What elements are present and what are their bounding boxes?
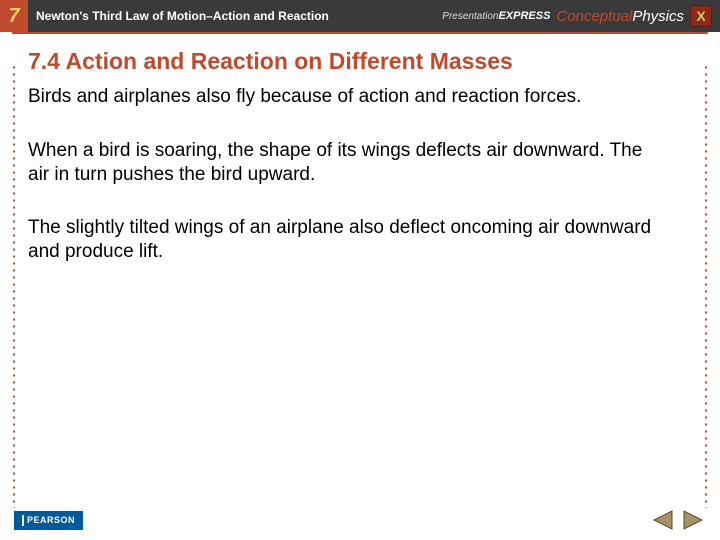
footer-bar: PEARSON [0,500,720,540]
section-title: 7.4 Action and Reaction on Different Mas… [28,48,700,75]
brand-conceptual-physics: ConceptualPhysics [556,8,684,25]
top-bar: 7 Newton's Third Law of Motion–Action an… [0,0,720,32]
dotted-border-right [704,64,708,508]
prev-button[interactable] [650,509,676,531]
chapter-number-badge: 7 [0,0,28,32]
nav-buttons [650,509,706,531]
chapter-title: Newton's Third Law of Motion–Action and … [36,9,442,23]
content-area: 7.4 Action and Reaction on Different Mas… [0,48,720,508]
body-paragraph: When a bird is soaring, the shape of its… [28,139,668,187]
next-button[interactable] [680,509,706,531]
brand-presentation-express: PresentationEXPRESS [442,10,550,22]
pearson-logo: PEARSON [14,511,83,530]
header-rule [12,32,708,34]
body-paragraph: Birds and airplanes also fly because of … [28,85,668,109]
dotted-border-left [12,64,16,508]
close-button[interactable]: X [690,5,712,27]
brand-area: PresentationEXPRESS ConceptualPhysics X [442,5,712,27]
body-paragraph: The slightly tilted wings of an airplane… [28,216,668,264]
